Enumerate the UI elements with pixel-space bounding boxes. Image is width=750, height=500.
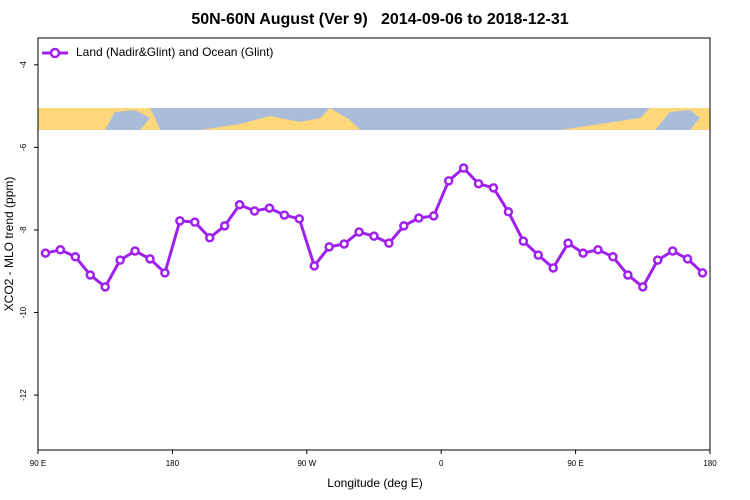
y-tick-label: -10 [19, 306, 28, 318]
data-point [548, 263, 558, 273]
data-point [503, 207, 514, 217]
x-axis-label: Longitude (deg E) [327, 476, 422, 490]
x-tick-label: 90 E [30, 459, 46, 468]
data-point [443, 176, 454, 186]
data-point [667, 246, 678, 256]
data-point [682, 254, 693, 264]
x-tick-label: 90 W [297, 459, 316, 468]
data-point [160, 268, 170, 278]
legend-label: Land (Nadir&Glint) and Ocean (Glint) [76, 45, 273, 59]
x-tick-label: 180 [166, 459, 180, 468]
plot-frame [37, 37, 711, 451]
map-strip [38, 108, 710, 130]
data-point [175, 216, 185, 226]
data-point [354, 227, 364, 237]
data-point [294, 214, 305, 224]
data-point [428, 211, 439, 221]
data-point [414, 213, 424, 223]
data-point [85, 270, 96, 280]
x-tick-label: 90 E [567, 459, 583, 468]
data-point [384, 238, 394, 248]
data-point [219, 221, 230, 231]
data-point [488, 183, 499, 193]
data-point [130, 246, 140, 256]
data-point [697, 268, 708, 278]
data-point [249, 206, 260, 216]
data-point [623, 270, 633, 280]
y-tick-label: -8 [19, 226, 28, 234]
data-point [234, 200, 245, 210]
data-point [309, 261, 320, 271]
data-point [608, 252, 618, 262]
y-tick-label: -12 [19, 389, 28, 401]
data-point [473, 178, 484, 189]
data-point [578, 248, 588, 258]
data-point [279, 210, 290, 220]
data-point [458, 163, 469, 173]
data-point [100, 282, 110, 292]
data-point [593, 245, 603, 255]
x-tick-label: 0 [439, 459, 444, 468]
data-point [70, 252, 81, 262]
data-point [115, 255, 125, 265]
data-point [652, 255, 663, 265]
chart-title: 50N-60N August (Ver 9) 2014-09-06 to 201… [191, 11, 568, 28]
data-point [204, 233, 215, 243]
data-point [399, 221, 409, 231]
data-point [190, 217, 200, 227]
legend-marker [49, 47, 61, 59]
data-point [638, 282, 648, 292]
data-point [55, 245, 66, 255]
data-point [145, 254, 155, 264]
y-tick-label: -6 [19, 143, 28, 151]
data-point [369, 231, 379, 241]
data-point [533, 250, 544, 260]
data-point [339, 239, 349, 249]
data-point [324, 242, 334, 252]
data-point [40, 248, 51, 258]
x-tick-label: 180 [703, 459, 717, 468]
y-axis-label: XCO2 - MLO trend (ppm) [2, 177, 16, 312]
data-point [518, 236, 529, 246]
data-point [563, 238, 573, 248]
y-tick-label: -4 [19, 61, 28, 69]
data-point [264, 203, 275, 213]
